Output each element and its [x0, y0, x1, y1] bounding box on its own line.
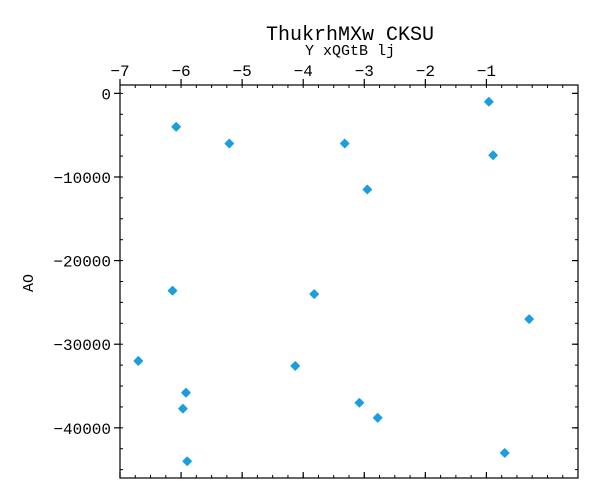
x-tick-label: −3 [355, 63, 374, 81]
x-tick-label: −5 [233, 63, 252, 81]
chart-title: ThukrhMXw CKSU [266, 24, 434, 47]
x-tick-label: −7 [110, 63, 129, 81]
data-points [133, 96, 534, 467]
data-point [182, 456, 192, 467]
data-point [133, 356, 144, 366]
data-point [524, 314, 534, 324]
data-point [181, 387, 191, 398]
data-point [488, 150, 498, 160]
data-point [372, 413, 383, 423]
x-axis-ticks: −7 −6 −5 −4 −3 −2 −1 [110, 63, 496, 478]
data-point [362, 184, 373, 195]
data-point [499, 448, 510, 458]
data-point [171, 122, 181, 132]
x-axis-label: Y xQGtB lj [305, 43, 395, 60]
data-point [309, 289, 319, 299]
data-point [224, 138, 235, 149]
data-point [178, 403, 188, 414]
x-tick-label: −2 [416, 63, 435, 81]
y-axis-ticks: 0 −10000 −20000 −30000 −40000 [53, 86, 578, 439]
data-point [167, 285, 178, 296]
y-tick-label: −10000 [53, 170, 111, 188]
data-point [290, 361, 301, 371]
data-point [339, 138, 350, 149]
x-tick-label: −4 [294, 63, 313, 81]
x-tick-label: −6 [171, 63, 190, 81]
x-tick-label: −1 [477, 63, 496, 81]
y-axis-label: AO [21, 274, 38, 292]
y-tick-label: −30000 [53, 337, 111, 355]
y-tick-label: −20000 [53, 254, 111, 272]
y-tick-label: −40000 [53, 421, 111, 439]
y-tick-label: 0 [101, 86, 111, 104]
data-point [484, 96, 494, 107]
plot-frame [119, 84, 579, 479]
data-point [354, 397, 365, 408]
